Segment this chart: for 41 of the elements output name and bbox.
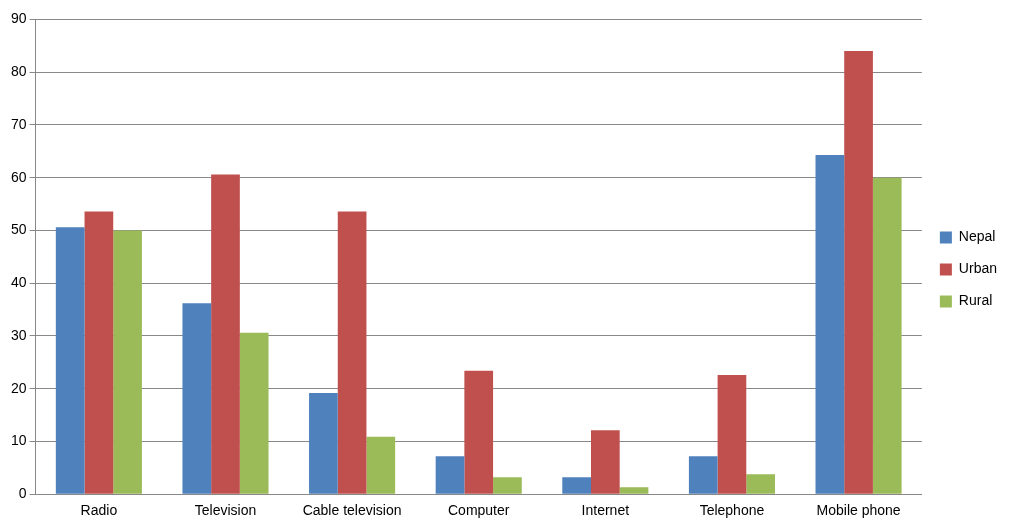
y-tick-label: 80 [10, 63, 27, 80]
legend-label: Rural [958, 292, 993, 309]
bar [746, 474, 775, 494]
x-tick-label: Internet [581, 502, 630, 519]
bar [619, 487, 649, 494]
bar [844, 51, 873, 494]
y-tick-label: 90 [10, 10, 27, 27]
bar [239, 332, 269, 494]
x-tick-label: Computer [447, 502, 510, 519]
x-tick-label: Cable television [302, 502, 402, 519]
bar [309, 392, 338, 494]
y-tick-label: 50 [10, 221, 27, 238]
y-tick-label: 10 [10, 432, 27, 449]
bar [55, 227, 85, 494]
y-tick-label: 70 [10, 115, 27, 132]
bar [337, 211, 367, 494]
bar [464, 370, 494, 494]
bar [493, 477, 522, 494]
bar [113, 230, 142, 494]
x-tick-label: Telephone [699, 502, 765, 519]
bar [717, 374, 747, 494]
bar [211, 174, 240, 494]
legend-label: Urban [958, 260, 998, 277]
legend-label: Nepal [958, 228, 996, 245]
bar [590, 430, 620, 494]
y-tick-label: 60 [10, 168, 27, 185]
y-tick-label: 0 [18, 485, 27, 502]
bar [815, 154, 845, 494]
bar [688, 456, 718, 494]
bar [872, 177, 902, 494]
bar [182, 303, 212, 494]
x-tick-label: Radio [80, 502, 118, 519]
bar [366, 436, 396, 494]
bar [562, 477, 591, 494]
y-tick-label: 30 [10, 326, 27, 343]
x-tick-label: Mobile phone [816, 502, 901, 519]
y-tick-label: 40 [10, 274, 27, 291]
bar [84, 211, 114, 494]
x-tick-label: Television [194, 502, 257, 519]
bar [435, 456, 465, 494]
y-tick-label: 20 [10, 379, 27, 396]
